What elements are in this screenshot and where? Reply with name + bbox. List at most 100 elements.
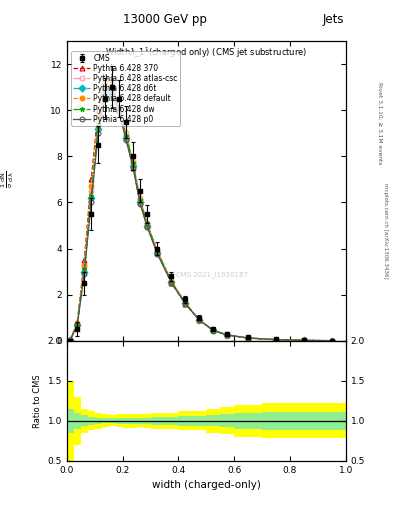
Pythia 6.428 370 [169, 280, 174, 286]
Pythia 6.428 d6t [103, 89, 108, 95]
Pythia 6.428 370 [197, 317, 202, 323]
Pythia 6.428 atlas-csc [302, 337, 307, 344]
Pythia 6.428 atlas-csc [155, 248, 160, 254]
Pythia 6.428 dw [131, 160, 136, 166]
Pythia 6.428 default [211, 327, 216, 333]
Pythia 6.428 default [183, 300, 188, 306]
Pythia 6.428 370 [117, 107, 121, 113]
Pythia 6.428 d6t [155, 250, 160, 257]
Text: mcplots.cern.ch [arXiv:1306.3436]: mcplots.cern.ch [arXiv:1306.3436] [383, 183, 387, 278]
Pythia 6.428 p0 [89, 199, 94, 205]
Pythia 6.428 d6t [197, 317, 202, 323]
Pythia 6.428 default [155, 249, 160, 255]
Pythia 6.428 p0 [138, 201, 142, 207]
Pythia 6.428 dw [274, 336, 278, 343]
Pythia 6.428 dw [89, 193, 94, 199]
Pythia 6.428 p0 [75, 322, 80, 328]
Pythia 6.428 default [302, 337, 307, 344]
Pythia 6.428 atlas-csc [82, 264, 86, 270]
Pythia 6.428 dw [169, 279, 174, 285]
Pythia 6.428 atlas-csc [225, 332, 230, 338]
Pythia 6.428 p0 [246, 335, 251, 341]
Pythia 6.428 d6t [302, 337, 307, 344]
Pythia 6.428 default [82, 262, 86, 268]
Pythia 6.428 d6t [117, 107, 121, 113]
Pythia 6.428 dw [68, 337, 73, 343]
Pythia 6.428 p0 [124, 137, 129, 143]
Pythia 6.428 dw [124, 133, 129, 139]
Pythia 6.428 370 [183, 301, 188, 307]
Line: Pythia 6.428 p0: Pythia 6.428 p0 [68, 92, 334, 343]
Pythia 6.428 default [145, 221, 149, 227]
Pythia 6.428 p0 [110, 91, 114, 97]
Pythia 6.428 dw [138, 197, 142, 203]
Pythia 6.428 dw [82, 266, 86, 272]
Pythia 6.428 default [246, 335, 251, 341]
Pythia 6.428 default [117, 105, 121, 111]
Pythia 6.428 default [89, 183, 94, 189]
Pythia 6.428 p0 [117, 110, 121, 116]
Pythia 6.428 370 [302, 337, 307, 344]
Pythia 6.428 dw [155, 249, 160, 255]
Pythia 6.428 dw [103, 87, 108, 93]
Pythia 6.428 p0 [131, 165, 136, 171]
Pythia 6.428 default [96, 114, 101, 120]
Pythia 6.428 370 [155, 250, 160, 257]
Pythia 6.428 d6t [329, 337, 334, 344]
Pythia 6.428 dw [96, 123, 101, 130]
Text: CMS 2021_I1920187: CMS 2021_I1920187 [176, 271, 248, 278]
X-axis label: width (charged-only): width (charged-only) [152, 480, 261, 490]
Pythia 6.428 d6t [131, 162, 136, 168]
Pythia 6.428 370 [246, 335, 251, 341]
Pythia 6.428 370 [145, 222, 149, 228]
Pythia 6.428 default [274, 336, 278, 343]
Pythia 6.428 p0 [103, 93, 108, 99]
Pythia 6.428 370 [82, 257, 86, 263]
Text: Width$\lambda\_1^1$(charged only) (CMS jet substructure): Width$\lambda\_1^1$(charged only) (CMS j… [105, 46, 307, 60]
Pythia 6.428 default [138, 197, 142, 203]
Pythia 6.428 dw [302, 337, 307, 344]
Pythia 6.428 370 [96, 107, 101, 113]
Pythia 6.428 atlas-csc [145, 220, 149, 226]
Line: Pythia 6.428 d6t: Pythia 6.428 d6t [68, 89, 334, 343]
Pythia 6.428 atlas-csc [211, 327, 216, 333]
Pythia 6.428 p0 [155, 251, 160, 258]
Pythia 6.428 d6t [96, 125, 101, 132]
Pythia 6.428 p0 [225, 332, 230, 338]
Pythia 6.428 p0 [302, 337, 307, 344]
Pythia 6.428 dw [246, 335, 251, 341]
Pythia 6.428 atlas-csc [124, 130, 129, 136]
Pythia 6.428 atlas-csc [117, 102, 121, 109]
Pythia 6.428 atlas-csc [68, 337, 73, 343]
Pythia 6.428 default [197, 317, 202, 323]
Pythia 6.428 atlas-csc [110, 84, 114, 90]
Pythia 6.428 d6t [145, 222, 149, 228]
Pythia 6.428 dw [145, 220, 149, 226]
Text: Rivet 3.1.10, ≥ 3.1M events: Rivet 3.1.10, ≥ 3.1M events [377, 82, 382, 164]
Pythia 6.428 370 [68, 336, 73, 343]
Pythia 6.428 default [329, 337, 334, 344]
Pythia 6.428 370 [211, 327, 216, 333]
Pythia 6.428 d6t [138, 199, 142, 205]
Pythia 6.428 370 [225, 332, 230, 338]
Pythia 6.428 default [103, 79, 108, 86]
Y-axis label: Ratio to CMS: Ratio to CMS [33, 374, 42, 428]
Text: Jets: Jets [322, 13, 344, 26]
Pythia 6.428 default [110, 82, 114, 88]
Pythia 6.428 p0 [145, 224, 149, 230]
Pythia 6.428 atlas-csc [329, 337, 334, 344]
Pythia 6.428 atlas-csc [246, 335, 251, 341]
Pythia 6.428 d6t [246, 335, 251, 341]
Pythia 6.428 atlas-csc [103, 84, 108, 90]
Pythia 6.428 atlas-csc [131, 158, 136, 164]
Pythia 6.428 default [68, 337, 73, 343]
Pythia 6.428 dw [211, 327, 216, 333]
Pythia 6.428 dw [110, 87, 114, 93]
Line: Pythia 6.428 370: Pythia 6.428 370 [68, 73, 334, 343]
Pythia 6.428 p0 [96, 130, 101, 136]
Pythia 6.428 dw [75, 321, 80, 327]
Pythia 6.428 d6t [274, 336, 278, 343]
Pythia 6.428 atlas-csc [183, 300, 188, 306]
Pythia 6.428 370 [103, 73, 108, 79]
Pythia 6.428 dw [197, 317, 202, 323]
